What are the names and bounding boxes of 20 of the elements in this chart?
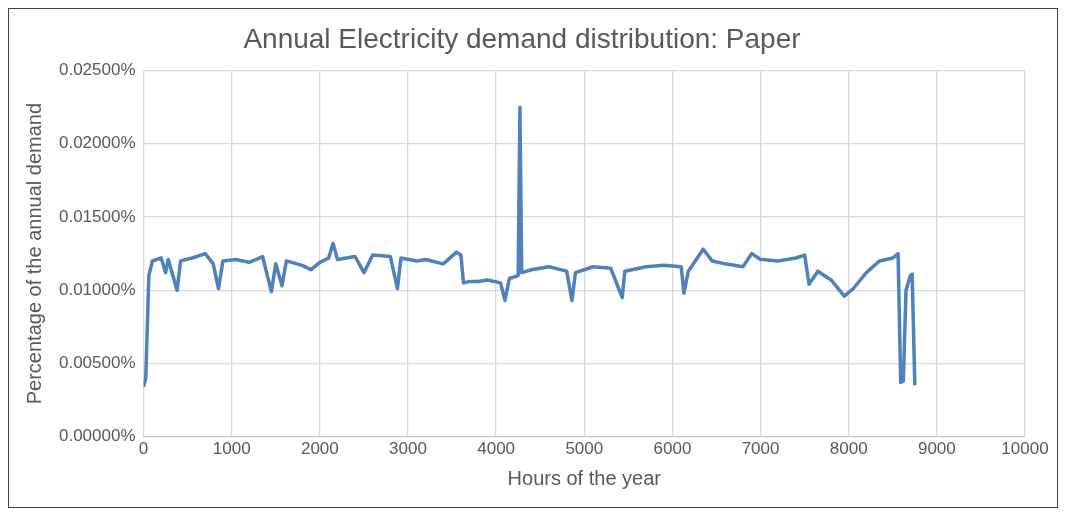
y-tick-label: 0.00500% [58, 353, 136, 373]
x-tick-label: 0 [138, 439, 149, 459]
y-tick-label: 0.02500% [58, 60, 136, 80]
x-tick-label: 5000 [565, 439, 604, 459]
x-tick-label: 7000 [741, 439, 780, 459]
chart-title: Annual Electricity demand distribution: Paper [243, 22, 801, 54]
y-tick-label: 0.01500% [58, 206, 136, 226]
x-tick-label: 8000 [829, 439, 868, 459]
x-tick-label: 3000 [389, 439, 427, 459]
y-tick-label: 0.02000% [58, 133, 136, 153]
y-tick-label: 0.01000% [58, 279, 136, 299]
y-axis-title: Percentage of the annual demand [22, 102, 45, 405]
x-tick-label: 9000 [917, 439, 956, 459]
x-tick-label: 4000 [477, 439, 516, 459]
x-axis-title: Hours of the year [507, 466, 662, 489]
x-tick-label: 1000 [212, 439, 251, 459]
y-tick-label: 0.00000% [58, 426, 136, 446]
x-tick-label: 6000 [653, 439, 692, 459]
x-tick-label: 10000 [1001, 439, 1049, 459]
x-tick-label: 2000 [300, 439, 339, 459]
